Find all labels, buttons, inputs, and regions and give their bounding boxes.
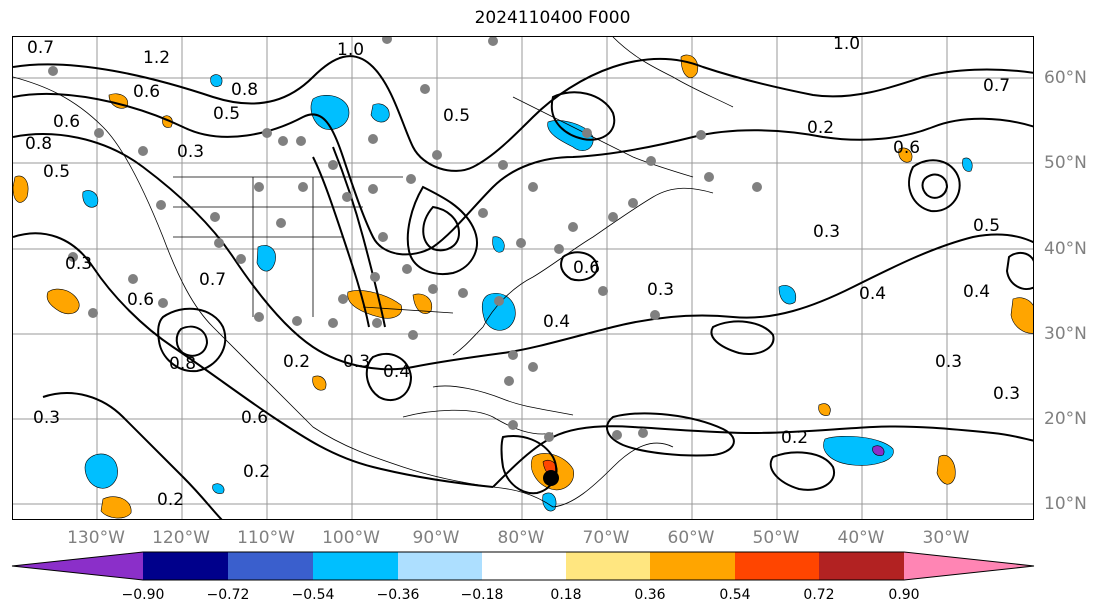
contour-label: 0.6 <box>133 82 160 102</box>
contour-label: 0.6 <box>53 112 80 132</box>
lat-label: 20°N <box>1044 409 1087 429</box>
colorbar-segment <box>12 552 143 580</box>
lat-label: 50°N <box>1044 153 1087 173</box>
lon-label: 90°W <box>412 528 460 548</box>
colorbar-outline <box>11 551 1035 581</box>
colorbar-tick-label: 0.72 <box>803 587 835 603</box>
colorbar-tick-label: 0.36 <box>634 587 666 603</box>
colorbar-segment <box>819 552 904 580</box>
contour-label: 0.2 <box>157 490 184 510</box>
contour-label: 0.5 <box>973 216 1000 236</box>
contour-label: 0.3 <box>813 222 840 242</box>
colorbar-segment <box>398 552 482 580</box>
contour-label: 1.2 <box>143 48 170 68</box>
lon-label: 30°W <box>922 528 970 548</box>
colorbar-tick-label: 0.18 <box>550 587 582 603</box>
contour-label: 0.7 <box>27 38 54 58</box>
colorbar-segment <box>904 552 1034 580</box>
colorbar-tick-label: −0.54 <box>291 587 335 603</box>
colorbar-tick-label: 0.90 <box>888 587 920 603</box>
colorbar-segment <box>228 552 313 580</box>
contour-label: 0.5 <box>43 162 70 182</box>
shaded-anomalies <box>13 54 1033 519</box>
lat-label: 10°N <box>1044 494 1087 514</box>
contour-label: 0.8 <box>25 134 52 154</box>
contour-label: 0.2 <box>283 352 310 372</box>
colorbar-tick-label: −0.18 <box>460 587 504 603</box>
colorbar-tick-label: −0.72 <box>206 587 250 603</box>
lon-label: 100°W <box>322 528 380 548</box>
contour-label: 0.6 <box>573 258 600 278</box>
lon-label: 130°W <box>67 528 125 548</box>
lat-label: 60°N <box>1044 68 1087 88</box>
lat-label: 40°N <box>1044 239 1087 259</box>
contour-label: 0.3 <box>343 352 370 372</box>
contour-label: 0.6 <box>127 290 154 310</box>
contour-label: 0.3 <box>33 408 60 428</box>
contour-label: 1.0 <box>833 37 860 54</box>
contour-label: 0.4 <box>963 282 990 302</box>
contour-lines <box>13 55 1033 519</box>
contour-label: 0.6 <box>241 408 268 428</box>
colorbar-segments <box>11 551 1035 581</box>
contour-label: 0.7 <box>983 76 1010 96</box>
lat-label: 30°N <box>1044 324 1087 344</box>
colorbar-segment <box>313 552 398 580</box>
contour-label: 0.2 <box>243 462 270 482</box>
contour-label: 0.8 <box>231 80 258 100</box>
contour-label: 0.3 <box>993 384 1020 404</box>
colorbar-segment <box>482 552 566 580</box>
contour-label: 0.4 <box>383 362 410 382</box>
lon-label: 110°W <box>237 528 295 548</box>
contour-label: 0.4 <box>543 312 570 332</box>
contour-label: 0.3 <box>177 142 204 162</box>
graticule <box>13 37 1033 519</box>
contour-label: 0.3 <box>647 280 674 300</box>
contour-label: 0.5 <box>443 106 470 126</box>
colorbar-tick-label: −0.36 <box>376 587 420 603</box>
lon-label: 120°W <box>152 528 210 548</box>
station-markers <box>48 37 762 442</box>
lon-label: 60°W <box>667 528 715 548</box>
contour-label: 0.2 <box>807 118 834 138</box>
contour-label-group: 0.7 1.2 0.6 0.8 0.5 0.6 0.8 0.5 0.3 1.0 … <box>25 37 1020 510</box>
colorbar <box>11 551 1035 581</box>
colorbar-segment <box>735 552 819 580</box>
contour-label: 0.4 <box>859 284 886 304</box>
storm-marker <box>543 470 559 486</box>
coastlines <box>13 37 734 508</box>
contour-label: 0.5 <box>213 104 240 124</box>
colorbar-segment <box>566 552 650 580</box>
colorbar-segment <box>143 552 228 580</box>
contour-label: 0.2 <box>781 428 808 448</box>
map-panel[interactable]: 0.7 1.2 0.6 0.8 0.5 0.6 0.8 0.5 0.3 1.0 … <box>12 36 1034 520</box>
contour-label: 0.3 <box>65 254 92 274</box>
colorbar-tick-label: 0.54 <box>719 587 751 603</box>
contour-label: 1.0 <box>337 40 364 60</box>
map-title: 2024110400 F000 <box>474 8 631 28</box>
lon-label: 70°W <box>582 528 630 548</box>
lon-label: 40°W <box>837 528 885 548</box>
colorbar-tick-label: −0.90 <box>121 587 165 603</box>
contour-label: 0.7 <box>199 270 226 290</box>
lon-label: 50°W <box>752 528 800 548</box>
contour-label: 0.8 <box>169 354 196 374</box>
colorbar-segment <box>650 552 735 580</box>
contour-label: 0.3 <box>935 352 962 372</box>
contour-label: 0.6 <box>893 138 920 158</box>
lon-label: 80°W <box>497 528 545 548</box>
map-plot: 0.7 1.2 0.6 0.8 0.5 0.6 0.8 0.5 0.3 1.0 … <box>13 37 1033 519</box>
